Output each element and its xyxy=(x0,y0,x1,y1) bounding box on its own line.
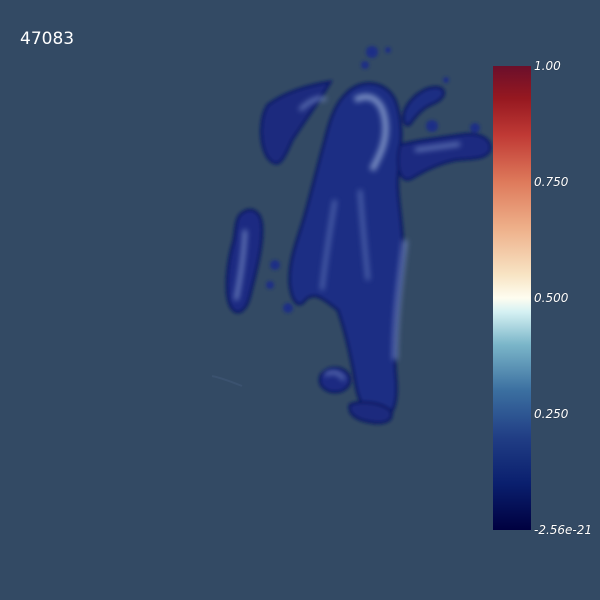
isosurface-highlights xyxy=(234,93,461,381)
isosurface-blob xyxy=(225,46,492,425)
faint-streak xyxy=(211,375,243,387)
frame-label: 47083 xyxy=(20,29,75,49)
colorbar-tick-label: 1.00 xyxy=(534,59,561,73)
colorbar-tick-label: 0.500 xyxy=(534,291,569,305)
colorbar-tick-label: 0.750 xyxy=(534,175,569,189)
colorbar xyxy=(493,66,531,530)
colorbar-gradient xyxy=(493,66,531,530)
colorbar-tick-label: -2.56e-21 xyxy=(534,523,593,537)
colorbar-tick-label: 0.250 xyxy=(534,407,569,421)
